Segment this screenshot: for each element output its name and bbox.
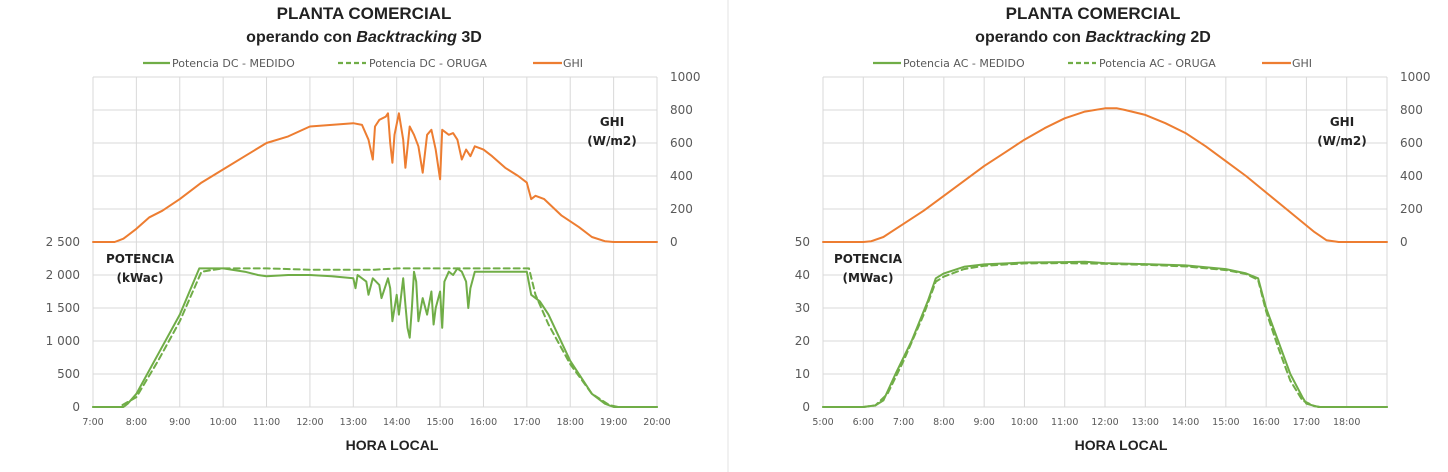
x-tick-label: 13:00 — [1132, 417, 1159, 428]
chart-subtitle: operando con Backtracking 3D — [246, 29, 482, 46]
x-tick-label: 15:00 — [1212, 417, 1239, 428]
x-axis-ticks: 5:00 6:00 7:00 8:00 9:00 10:00 11:00 12:00 13:00… — [812, 417, 1360, 428]
x-tick-label: 12:00 — [1091, 417, 1118, 428]
x-tick-label: 11:00 — [253, 417, 280, 428]
series-lines — [92, 112, 658, 408]
legend-label-medido: Potencia DC - MEDIDO — [172, 57, 295, 70]
x-axis-title: HORA LOCAL — [346, 437, 439, 453]
legend-label-oruga: Potencia DC - ORUGA — [369, 57, 487, 70]
x-tick-label: 9:00 — [169, 417, 190, 428]
left-tick-label: 2 000 — [46, 268, 80, 282]
x-tick-label: 9:00 — [973, 417, 994, 428]
left-tick-label: 1 000 — [46, 334, 80, 348]
left-axis-title: POTENCIA — [834, 252, 903, 266]
x-tick-label: 18:00 — [1333, 417, 1360, 428]
x-tick-label: 18:00 — [557, 417, 584, 428]
right-axis-ticks: 0 200 400 600 800 1000 — [670, 70, 701, 249]
right-tick-label: 400 — [1400, 169, 1423, 183]
left-tick-label: 1 500 — [46, 301, 80, 315]
left-tick-label: 2 500 — [46, 235, 80, 249]
x-tick-label: 19:00 — [600, 417, 627, 428]
right-tick-label: 1000 — [670, 70, 701, 84]
x-tick-label: 14:00 — [383, 417, 410, 428]
x-tick-label: 14:00 — [1172, 417, 1199, 428]
left-tick-label: 40 — [795, 268, 810, 282]
chart-panel-2d: PLANTA COMERCIAL operando con Backtracki… — [795, 4, 1431, 453]
left-axis-ticks: 0 10 20 30 40 50 — [795, 235, 810, 414]
left-axis-ticks: 0 500 1 000 1 500 2 000 2 500 — [46, 235, 80, 414]
series-lines — [822, 107, 1388, 408]
left-tick-label: 30 — [795, 301, 810, 315]
x-axis-title: HORA LOCAL — [1075, 437, 1168, 453]
right-tick-label: 600 — [1400, 136, 1423, 150]
measured-power-line — [92, 267, 658, 408]
right-axis-unit: (W/m2) — [587, 134, 636, 148]
ghi-line — [92, 112, 658, 243]
legend-label-ghi: GHI — [1292, 57, 1312, 70]
right-tick-label: 0 — [670, 235, 678, 249]
x-tick-label: 11:00 — [1051, 417, 1078, 428]
right-axis-title: GHI — [600, 115, 624, 129]
left-tick-label: 10 — [795, 367, 810, 381]
left-tick-label: 0 — [72, 400, 80, 414]
x-tick-label: 8:00 — [126, 417, 147, 428]
x-tick-label: 7:00 — [893, 417, 914, 428]
left-axis-unit: (kWac) — [117, 271, 164, 285]
left-axis-unit: (MWac) — [843, 271, 894, 285]
left-tick-label: 0 — [802, 400, 810, 414]
oruga-power-line — [92, 267, 658, 408]
right-tick-label: 400 — [670, 169, 693, 183]
left-tick-label: 50 — [795, 235, 810, 249]
x-tick-label: 6:00 — [853, 417, 874, 428]
x-tick-label: 5:00 — [812, 417, 833, 428]
chart-legend: Potencia DC - MEDIDO Potencia DC - ORUGA… — [143, 57, 583, 70]
x-axis-ticks: 7:00 8:00 9:00 10:00 11:00 12:00 13:00 14:00 15:… — [82, 417, 670, 428]
x-tick-label: 10:00 — [1011, 417, 1038, 428]
left-tick-label: 500 — [57, 367, 80, 381]
legend-label-oruga: Potencia AC - ORUGA — [1099, 57, 1216, 70]
x-tick-label: 16:00 — [470, 417, 497, 428]
right-tick-label: 1000 — [1400, 70, 1431, 84]
x-tick-label: 20:00 — [643, 417, 670, 428]
legend-label-ghi: GHI — [563, 57, 583, 70]
x-tick-label: 13:00 — [340, 417, 367, 428]
x-tick-label: 8:00 — [933, 417, 954, 428]
right-axis-ticks: 0 200 400 600 800 1000 — [1400, 70, 1431, 249]
right-tick-label: 800 — [1400, 103, 1423, 117]
right-axis-unit: (W/m2) — [1317, 134, 1366, 148]
legend-label-medido: Potencia AC - MEDIDO — [903, 57, 1025, 70]
chart-panel-3d: PLANTA COMERCIAL operando con Backtracki… — [46, 4, 701, 453]
x-tick-label: 7:00 — [82, 417, 103, 428]
right-tick-label: 800 — [670, 103, 693, 117]
chart-subtitle: operando con Backtracking 2D — [975, 29, 1211, 46]
right-tick-label: 0 — [1400, 235, 1408, 249]
left-tick-label: 20 — [795, 334, 810, 348]
chart-title: PLANTA COMERCIAL — [277, 4, 452, 23]
x-tick-label: 17:00 — [513, 417, 540, 428]
x-tick-label: 15:00 — [426, 417, 453, 428]
x-tick-label: 10:00 — [209, 417, 236, 428]
gridlines — [92, 76, 658, 408]
right-tick-label: 600 — [670, 136, 693, 150]
x-tick-label: 16:00 — [1252, 417, 1279, 428]
chart-title: PLANTA COMERCIAL — [1006, 4, 1181, 23]
left-axis-title: POTENCIA — [106, 252, 175, 266]
right-tick-label: 200 — [670, 202, 693, 216]
measured-power-line — [822, 260, 1388, 408]
chart-legend: Potencia AC - MEDIDO Potencia AC - ORUGA… — [873, 57, 1312, 70]
x-tick-label: 12:00 — [296, 417, 323, 428]
right-tick-label: 200 — [1400, 202, 1423, 216]
right-axis-title: GHI — [1330, 115, 1354, 129]
ghi-line — [822, 107, 1388, 243]
x-tick-label: 17:00 — [1293, 417, 1320, 428]
gridlines — [822, 76, 1388, 408]
